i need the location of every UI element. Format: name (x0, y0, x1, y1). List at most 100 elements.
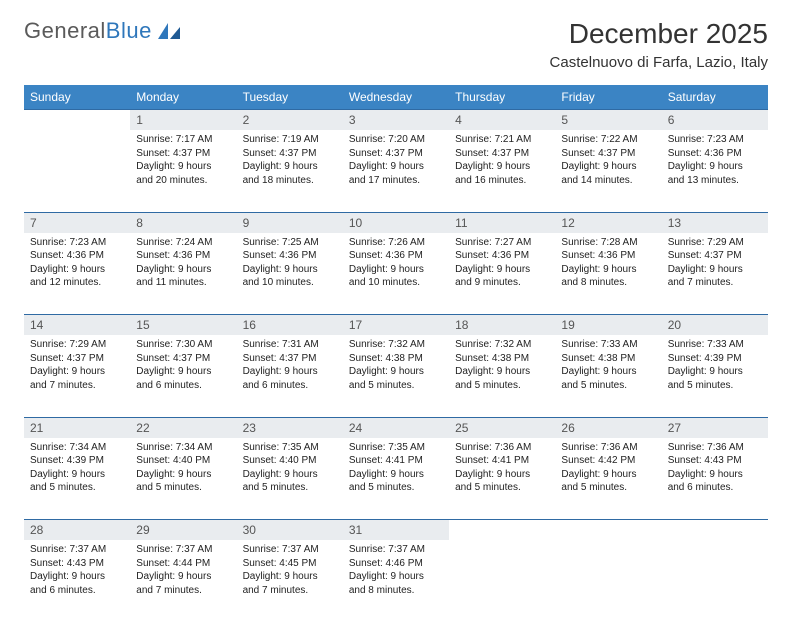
daylight-text: Daylight: 9 hours and 5 minutes. (455, 365, 549, 392)
day-number-cell: 12 (555, 212, 661, 233)
day-number-cell: 23 (237, 417, 343, 438)
sunrise-text: Sunrise: 7:23 AM (668, 133, 762, 147)
sunset-text: Sunset: 4:40 PM (136, 454, 230, 468)
daylight-text: Daylight: 9 hours and 6 minutes. (243, 365, 337, 392)
day-body-row: Sunrise: 7:23 AMSunset: 4:36 PMDaylight:… (24, 233, 768, 315)
day-number-cell: 15 (130, 315, 236, 336)
daylight-text: Daylight: 9 hours and 7 minutes. (30, 365, 124, 392)
sunrise-text: Sunrise: 7:20 AM (349, 133, 443, 147)
weekday-header-row: Sunday Monday Tuesday Wednesday Thursday… (24, 85, 768, 110)
empty-cell (555, 520, 661, 541)
sunrise-text: Sunrise: 7:26 AM (349, 236, 443, 250)
day-cell: Sunrise: 7:23 AMSunset: 4:36 PMDaylight:… (662, 130, 768, 212)
day-number-cell: 11 (449, 212, 555, 233)
daylight-text: Daylight: 9 hours and 5 minutes. (349, 468, 443, 495)
sunset-text: Sunset: 4:43 PM (30, 557, 124, 571)
sunrise-text: Sunrise: 7:22 AM (561, 133, 655, 147)
day-number-cell: 2 (237, 110, 343, 131)
daylight-text: Daylight: 9 hours and 5 minutes. (243, 468, 337, 495)
sunset-text: Sunset: 4:36 PM (243, 249, 337, 263)
sunrise-text: Sunrise: 7:27 AM (455, 236, 549, 250)
day-number-cell: 9 (237, 212, 343, 233)
day-body-row: Sunrise: 7:34 AMSunset: 4:39 PMDaylight:… (24, 438, 768, 520)
sunset-text: Sunset: 4:41 PM (455, 454, 549, 468)
sunrise-text: Sunrise: 7:36 AM (668, 441, 762, 455)
day-cell: Sunrise: 7:19 AMSunset: 4:37 PMDaylight:… (237, 130, 343, 212)
day-number-cell: 25 (449, 417, 555, 438)
calendar-page: GeneralBlue December 2025 Castelnuovo di… (0, 0, 792, 640)
sunrise-text: Sunrise: 7:21 AM (455, 133, 549, 147)
day-number-cell: 6 (662, 110, 768, 131)
sunrise-text: Sunrise: 7:29 AM (668, 236, 762, 250)
sunset-text: Sunset: 4:37 PM (136, 352, 230, 366)
day-number-row: 28293031 (24, 520, 768, 541)
sunset-text: Sunset: 4:37 PM (136, 147, 230, 161)
day-cell: Sunrise: 7:20 AMSunset: 4:37 PMDaylight:… (343, 130, 449, 212)
daylight-text: Daylight: 9 hours and 8 minutes. (349, 570, 443, 597)
weekday-header: Monday (130, 85, 236, 110)
sunrise-text: Sunrise: 7:25 AM (243, 236, 337, 250)
daylight-text: Daylight: 9 hours and 6 minutes. (30, 570, 124, 597)
day-cell: Sunrise: 7:25 AMSunset: 4:36 PMDaylight:… (237, 233, 343, 315)
sunset-text: Sunset: 4:44 PM (136, 557, 230, 571)
sunrise-text: Sunrise: 7:24 AM (136, 236, 230, 250)
day-number-cell: 1 (130, 110, 236, 131)
brand-logo: GeneralBlue (24, 18, 182, 44)
weekday-header: Friday (555, 85, 661, 110)
sunset-text: Sunset: 4:39 PM (30, 454, 124, 468)
day-cell: Sunrise: 7:34 AMSunset: 4:39 PMDaylight:… (24, 438, 130, 520)
sunset-text: Sunset: 4:46 PM (349, 557, 443, 571)
day-cell: Sunrise: 7:35 AMSunset: 4:41 PMDaylight:… (343, 438, 449, 520)
sunset-text: Sunset: 4:38 PM (349, 352, 443, 366)
daylight-text: Daylight: 9 hours and 12 minutes. (30, 263, 124, 290)
day-number-cell: 26 (555, 417, 661, 438)
daylight-text: Daylight: 9 hours and 20 minutes. (136, 160, 230, 187)
day-number-row: 123456 (24, 110, 768, 131)
sunrise-text: Sunrise: 7:32 AM (349, 338, 443, 352)
daylight-text: Daylight: 9 hours and 6 minutes. (668, 468, 762, 495)
empty-cell (449, 520, 555, 541)
sunset-text: Sunset: 4:36 PM (30, 249, 124, 263)
day-cell: Sunrise: 7:35 AMSunset: 4:40 PMDaylight:… (237, 438, 343, 520)
day-number-cell: 31 (343, 520, 449, 541)
daylight-text: Daylight: 9 hours and 16 minutes. (455, 160, 549, 187)
day-body-row: Sunrise: 7:37 AMSunset: 4:43 PMDaylight:… (24, 540, 768, 622)
day-number-cell: 7 (24, 212, 130, 233)
daylight-text: Daylight: 9 hours and 5 minutes. (349, 365, 443, 392)
daylight-text: Daylight: 9 hours and 5 minutes. (455, 468, 549, 495)
day-cell: Sunrise: 7:26 AMSunset: 4:36 PMDaylight:… (343, 233, 449, 315)
sunrise-text: Sunrise: 7:36 AM (561, 441, 655, 455)
sunset-text: Sunset: 4:37 PM (561, 147, 655, 161)
daylight-text: Daylight: 9 hours and 14 minutes. (561, 160, 655, 187)
daylight-text: Daylight: 9 hours and 13 minutes. (668, 160, 762, 187)
day-number-cell: 21 (24, 417, 130, 438)
sunrise-text: Sunrise: 7:32 AM (455, 338, 549, 352)
weekday-header: Tuesday (237, 85, 343, 110)
sunrise-text: Sunrise: 7:37 AM (30, 543, 124, 557)
sunrise-text: Sunrise: 7:37 AM (243, 543, 337, 557)
day-number-cell: 16 (237, 315, 343, 336)
sunrise-text: Sunrise: 7:23 AM (30, 236, 124, 250)
day-cell: Sunrise: 7:28 AMSunset: 4:36 PMDaylight:… (555, 233, 661, 315)
empty-cell (24, 110, 130, 131)
sunrise-text: Sunrise: 7:29 AM (30, 338, 124, 352)
day-number-row: 14151617181920 (24, 315, 768, 336)
sunrise-text: Sunrise: 7:35 AM (243, 441, 337, 455)
day-number-cell: 30 (237, 520, 343, 541)
weekday-header: Saturday (662, 85, 768, 110)
day-cell: Sunrise: 7:36 AMSunset: 4:41 PMDaylight:… (449, 438, 555, 520)
day-number-row: 78910111213 (24, 212, 768, 233)
calendar-body: 123456Sunrise: 7:17 AMSunset: 4:37 PMDay… (24, 110, 768, 623)
day-cell: Sunrise: 7:30 AMSunset: 4:37 PMDaylight:… (130, 335, 236, 417)
empty-cell (449, 540, 555, 622)
day-number-cell: 18 (449, 315, 555, 336)
day-cell: Sunrise: 7:33 AMSunset: 4:39 PMDaylight:… (662, 335, 768, 417)
sunset-text: Sunset: 4:37 PM (243, 147, 337, 161)
daylight-text: Daylight: 9 hours and 7 minutes. (136, 570, 230, 597)
day-cell: Sunrise: 7:23 AMSunset: 4:36 PMDaylight:… (24, 233, 130, 315)
day-cell: Sunrise: 7:22 AMSunset: 4:37 PMDaylight:… (555, 130, 661, 212)
location: Castelnuovo di Farfa, Lazio, Italy (550, 54, 768, 71)
sunset-text: Sunset: 4:37 PM (668, 249, 762, 263)
day-cell: Sunrise: 7:31 AMSunset: 4:37 PMDaylight:… (237, 335, 343, 417)
day-cell: Sunrise: 7:34 AMSunset: 4:40 PMDaylight:… (130, 438, 236, 520)
